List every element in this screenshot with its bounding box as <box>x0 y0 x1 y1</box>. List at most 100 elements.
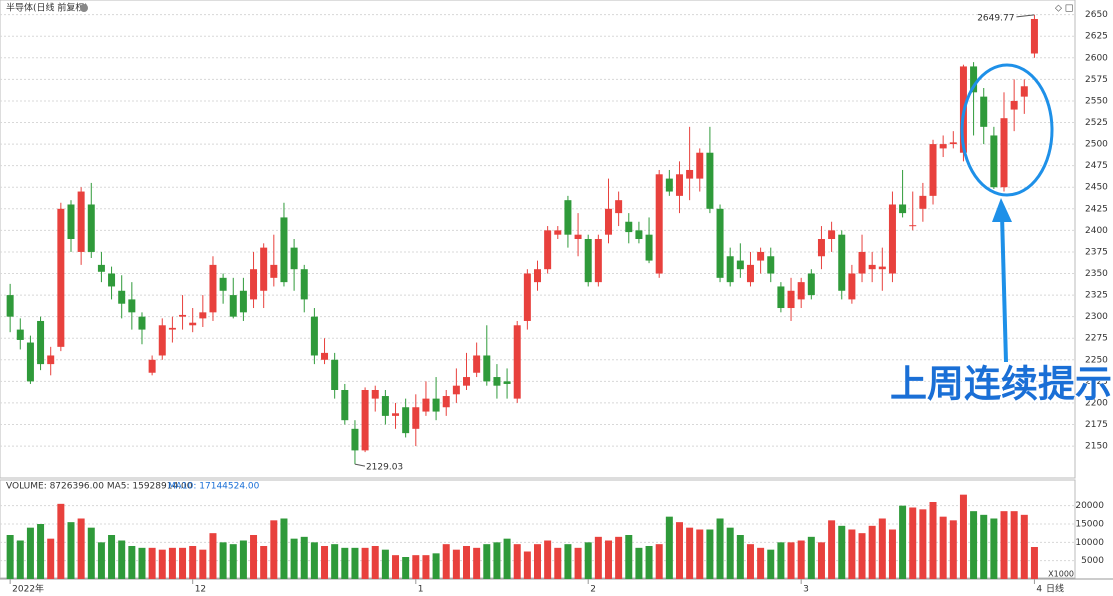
candle-body <box>6 295 14 317</box>
candle-body <box>493 377 501 386</box>
x-tick-label: 1 <box>418 585 424 595</box>
y-tick-label: 2275 <box>1085 334 1108 344</box>
volume-bar <box>229 544 237 579</box>
volume-unit: X1000 <box>1048 570 1074 579</box>
candle-body <box>229 295 237 317</box>
volume-bar <box>300 536 308 579</box>
volume-bar <box>767 549 775 579</box>
volume-bar <box>513 544 521 579</box>
candle-body <box>858 251 866 274</box>
candle-body <box>777 286 785 309</box>
volume-bar <box>158 549 166 579</box>
volume-bar <box>574 547 582 579</box>
candle-body <box>118 290 126 304</box>
volume-bar <box>534 544 541 579</box>
candle-body <box>179 314 187 317</box>
y-tick-label: 2500 <box>1085 140 1108 150</box>
candle-body <box>716 208 724 278</box>
volume-bar <box>189 546 197 579</box>
candle-body <box>767 256 775 274</box>
annotation: 上周连续提示 <box>890 363 1112 406</box>
volume-bar <box>919 509 927 579</box>
candle-body <box>757 251 765 261</box>
candle-body <box>37 320 45 365</box>
candle-body <box>990 135 998 188</box>
volume-bar <box>757 547 765 579</box>
volume-bar <box>168 547 176 579</box>
volume-bar <box>148 547 156 579</box>
volume-bar <box>381 549 389 579</box>
volume-bar <box>716 518 724 579</box>
candle-body <box>574 234 582 239</box>
volume-bar <box>807 536 815 579</box>
y-tick-label: 2350 <box>1085 269 1108 279</box>
volume-bar <box>848 529 856 579</box>
low-label: 2129.03 <box>366 463 403 473</box>
candle-body <box>878 266 886 270</box>
volume-bar <box>878 518 886 579</box>
volume-bar <box>554 547 562 579</box>
candle-body <box>534 269 541 283</box>
volume-bar <box>128 546 136 579</box>
volume-bar <box>949 520 957 579</box>
candle-body <box>209 264 217 313</box>
volume-bar <box>290 538 298 579</box>
volume-bar <box>47 538 55 579</box>
volume-bar <box>635 547 643 579</box>
candle-body <box>1010 100 1018 110</box>
candle-body <box>483 355 491 382</box>
volume-bar <box>736 535 744 579</box>
candle-body <box>16 329 24 340</box>
volume-bar <box>452 549 460 579</box>
volume-bar <box>321 546 329 579</box>
candle-body <box>87 204 95 252</box>
candle-body <box>675 174 683 196</box>
low-pointer <box>354 463 366 467</box>
volume-bar <box>260 546 268 579</box>
candle-body <box>696 152 704 179</box>
volume-bar <box>645 546 653 579</box>
candle-body <box>219 277 227 291</box>
y-tick-label: 2175 <box>1085 420 1108 430</box>
arrow-head <box>992 198 1012 222</box>
chart-title: 半导体(日线 前复权) <box>6 2 88 14</box>
volume-bar <box>706 529 714 579</box>
candle-body <box>888 204 896 274</box>
volume-bar <box>564 544 572 579</box>
candle-body <box>706 152 714 209</box>
candle-body <box>26 342 34 382</box>
toolbar-icons[interactable]: ◇ □ <box>1055 4 1073 14</box>
high-pointer <box>1016 14 1035 18</box>
volume-bar <box>625 535 633 579</box>
y-tick-label: 2575 <box>1085 75 1108 85</box>
volume-bar <box>209 533 217 579</box>
candle-body <box>949 142 957 145</box>
volume-bar <box>138 547 146 579</box>
candle-body <box>341 389 349 421</box>
volume-bar <box>838 525 846 579</box>
y-tick-label: 2525 <box>1085 118 1108 128</box>
candle-body <box>838 234 846 291</box>
volume-bar <box>858 533 866 579</box>
volume-bar <box>1010 511 1018 579</box>
volume-bar <box>604 540 612 579</box>
volume-bar <box>970 511 978 579</box>
candle-body <box>57 208 65 347</box>
volume-bar <box>959 494 967 579</box>
volume-bar <box>544 540 552 579</box>
candle-body <box>321 352 329 360</box>
candle-body <box>544 230 552 270</box>
x-tick-label: 2022年 <box>12 583 44 595</box>
volume-bar <box>16 540 24 579</box>
volume-bar <box>990 518 998 579</box>
candle-body <box>189 322 197 326</box>
candle-body <box>797 282 805 300</box>
candle-body <box>300 269 308 300</box>
candle-body <box>655 174 663 274</box>
volume-bar <box>331 544 339 579</box>
candle-body <box>381 396 389 416</box>
candle-body <box>980 96 988 127</box>
volume-bar <box>1020 514 1028 579</box>
volume-bar <box>199 549 207 579</box>
